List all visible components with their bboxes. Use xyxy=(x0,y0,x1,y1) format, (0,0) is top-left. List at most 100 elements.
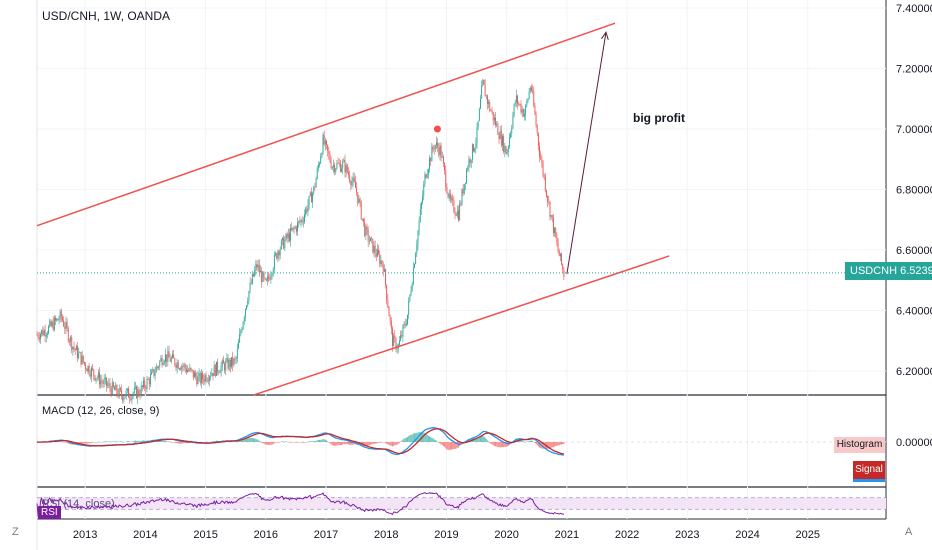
macd-histogram-bar xyxy=(293,442,295,443)
candle-body xyxy=(473,144,474,152)
macd-histogram-bar xyxy=(297,442,299,443)
macd-histogram-bar xyxy=(483,436,485,442)
annotation-big-profit[interactable]: big profit xyxy=(633,111,685,125)
candle-body xyxy=(203,379,205,382)
candle-body xyxy=(168,351,170,358)
macd-histogram-bar xyxy=(426,434,428,442)
candle-body xyxy=(228,359,230,369)
candle-body xyxy=(284,240,286,249)
candle-body xyxy=(294,227,296,229)
candle-body xyxy=(490,110,492,112)
candle-body xyxy=(188,370,190,372)
candle-body xyxy=(416,244,418,254)
candle-body xyxy=(89,374,91,377)
candle-body xyxy=(392,328,393,347)
candle-body xyxy=(156,366,158,368)
drawings[interactable] xyxy=(36,22,886,396)
macd-histogram-bar xyxy=(137,440,139,442)
candle-body xyxy=(199,373,201,384)
candle-body xyxy=(517,95,518,104)
macd-histogram-bar xyxy=(181,442,183,444)
candle-body xyxy=(360,201,362,220)
macd-histogram-bar xyxy=(283,441,285,443)
candle-body xyxy=(436,142,437,146)
candle-body xyxy=(226,358,228,362)
candle-body xyxy=(430,158,432,162)
macd-histogram-bar xyxy=(371,442,373,445)
macd-histogram-bar xyxy=(368,442,370,446)
candle-body xyxy=(180,368,182,370)
macd-histogram-bar xyxy=(87,442,89,444)
candle-body xyxy=(396,348,398,350)
candle-body xyxy=(221,360,223,366)
candle-body xyxy=(405,324,407,326)
candle-body xyxy=(280,240,282,249)
candle-body xyxy=(555,227,557,238)
macd-histogram-bar xyxy=(213,440,215,442)
macd-histogram-bar xyxy=(425,433,427,442)
macd-histogram-bar xyxy=(404,438,406,442)
candle-body xyxy=(273,254,275,270)
candle-body xyxy=(107,385,109,386)
macd-histogram-bar xyxy=(412,433,414,442)
candle-body xyxy=(541,159,543,163)
candle-body xyxy=(175,364,177,369)
macd-histogram-bar xyxy=(396,442,398,445)
time-axis[interactable]: 2013 2014 2015 2016 2017 2018 2019 2020 2021 2022… xyxy=(73,529,820,541)
candle-body xyxy=(77,346,78,358)
candle-body xyxy=(123,397,125,401)
candle-body xyxy=(260,270,261,273)
candle-body xyxy=(551,215,553,218)
macd-histogram-bar xyxy=(550,442,552,448)
candle-body xyxy=(106,377,107,386)
candle-body xyxy=(139,395,141,396)
macd-histogram-bar xyxy=(170,442,172,443)
macd-histogram-bar xyxy=(207,442,209,443)
auto-scale-button[interactable]: A xyxy=(905,526,913,538)
macd-histogram-bar xyxy=(270,442,272,445)
macd-histogram-bar xyxy=(390,442,392,446)
candle-body xyxy=(72,346,74,350)
macd-histogram-bar xyxy=(401,440,403,442)
candle-body xyxy=(220,365,222,373)
macd-histogram-bar xyxy=(239,439,241,442)
macd-histogram-bar xyxy=(211,441,213,442)
macd-histogram-bar xyxy=(391,442,393,447)
candle-body xyxy=(530,87,532,91)
candle-body xyxy=(363,218,364,222)
macd-histogram-bar xyxy=(521,440,523,442)
candle-body xyxy=(446,187,448,194)
candle-body xyxy=(498,134,500,140)
macd-histogram-bar xyxy=(171,441,173,443)
macd-histogram-bar xyxy=(342,442,344,445)
candle-body xyxy=(488,101,490,104)
macd-title[interactable]: MACD (12, 26, close, 9) xyxy=(42,405,160,417)
candle-body xyxy=(125,390,127,397)
candle-body xyxy=(87,365,89,372)
candle-body xyxy=(271,274,273,276)
macd-histogram-bar xyxy=(294,442,296,443)
candle-body xyxy=(255,264,257,271)
candle-body xyxy=(432,146,434,150)
candle-body xyxy=(423,184,425,197)
candle-body xyxy=(97,372,99,378)
candle-body xyxy=(53,317,55,331)
candle-body xyxy=(529,87,531,92)
macd-histogram-bar xyxy=(329,442,331,444)
macd-histogram-bar xyxy=(427,435,429,442)
macd-histogram-bar xyxy=(253,438,255,442)
macd-histogram-bar xyxy=(489,442,491,443)
candle-body xyxy=(128,388,129,398)
candle-body xyxy=(122,396,124,401)
price-axis[interactable]: 6.20000 6.40000 6.60000 6.80000 7.00000 7.200… xyxy=(896,3,932,378)
candle-body xyxy=(312,193,314,203)
zoom-button[interactable]: Z xyxy=(12,526,19,538)
candle-body xyxy=(390,320,392,329)
macd-histogram-bar xyxy=(383,442,385,443)
candle-body xyxy=(537,133,539,146)
candle-body xyxy=(504,146,506,152)
candle-body xyxy=(58,319,60,321)
candle-body xyxy=(213,365,215,376)
candle-body xyxy=(119,388,121,390)
